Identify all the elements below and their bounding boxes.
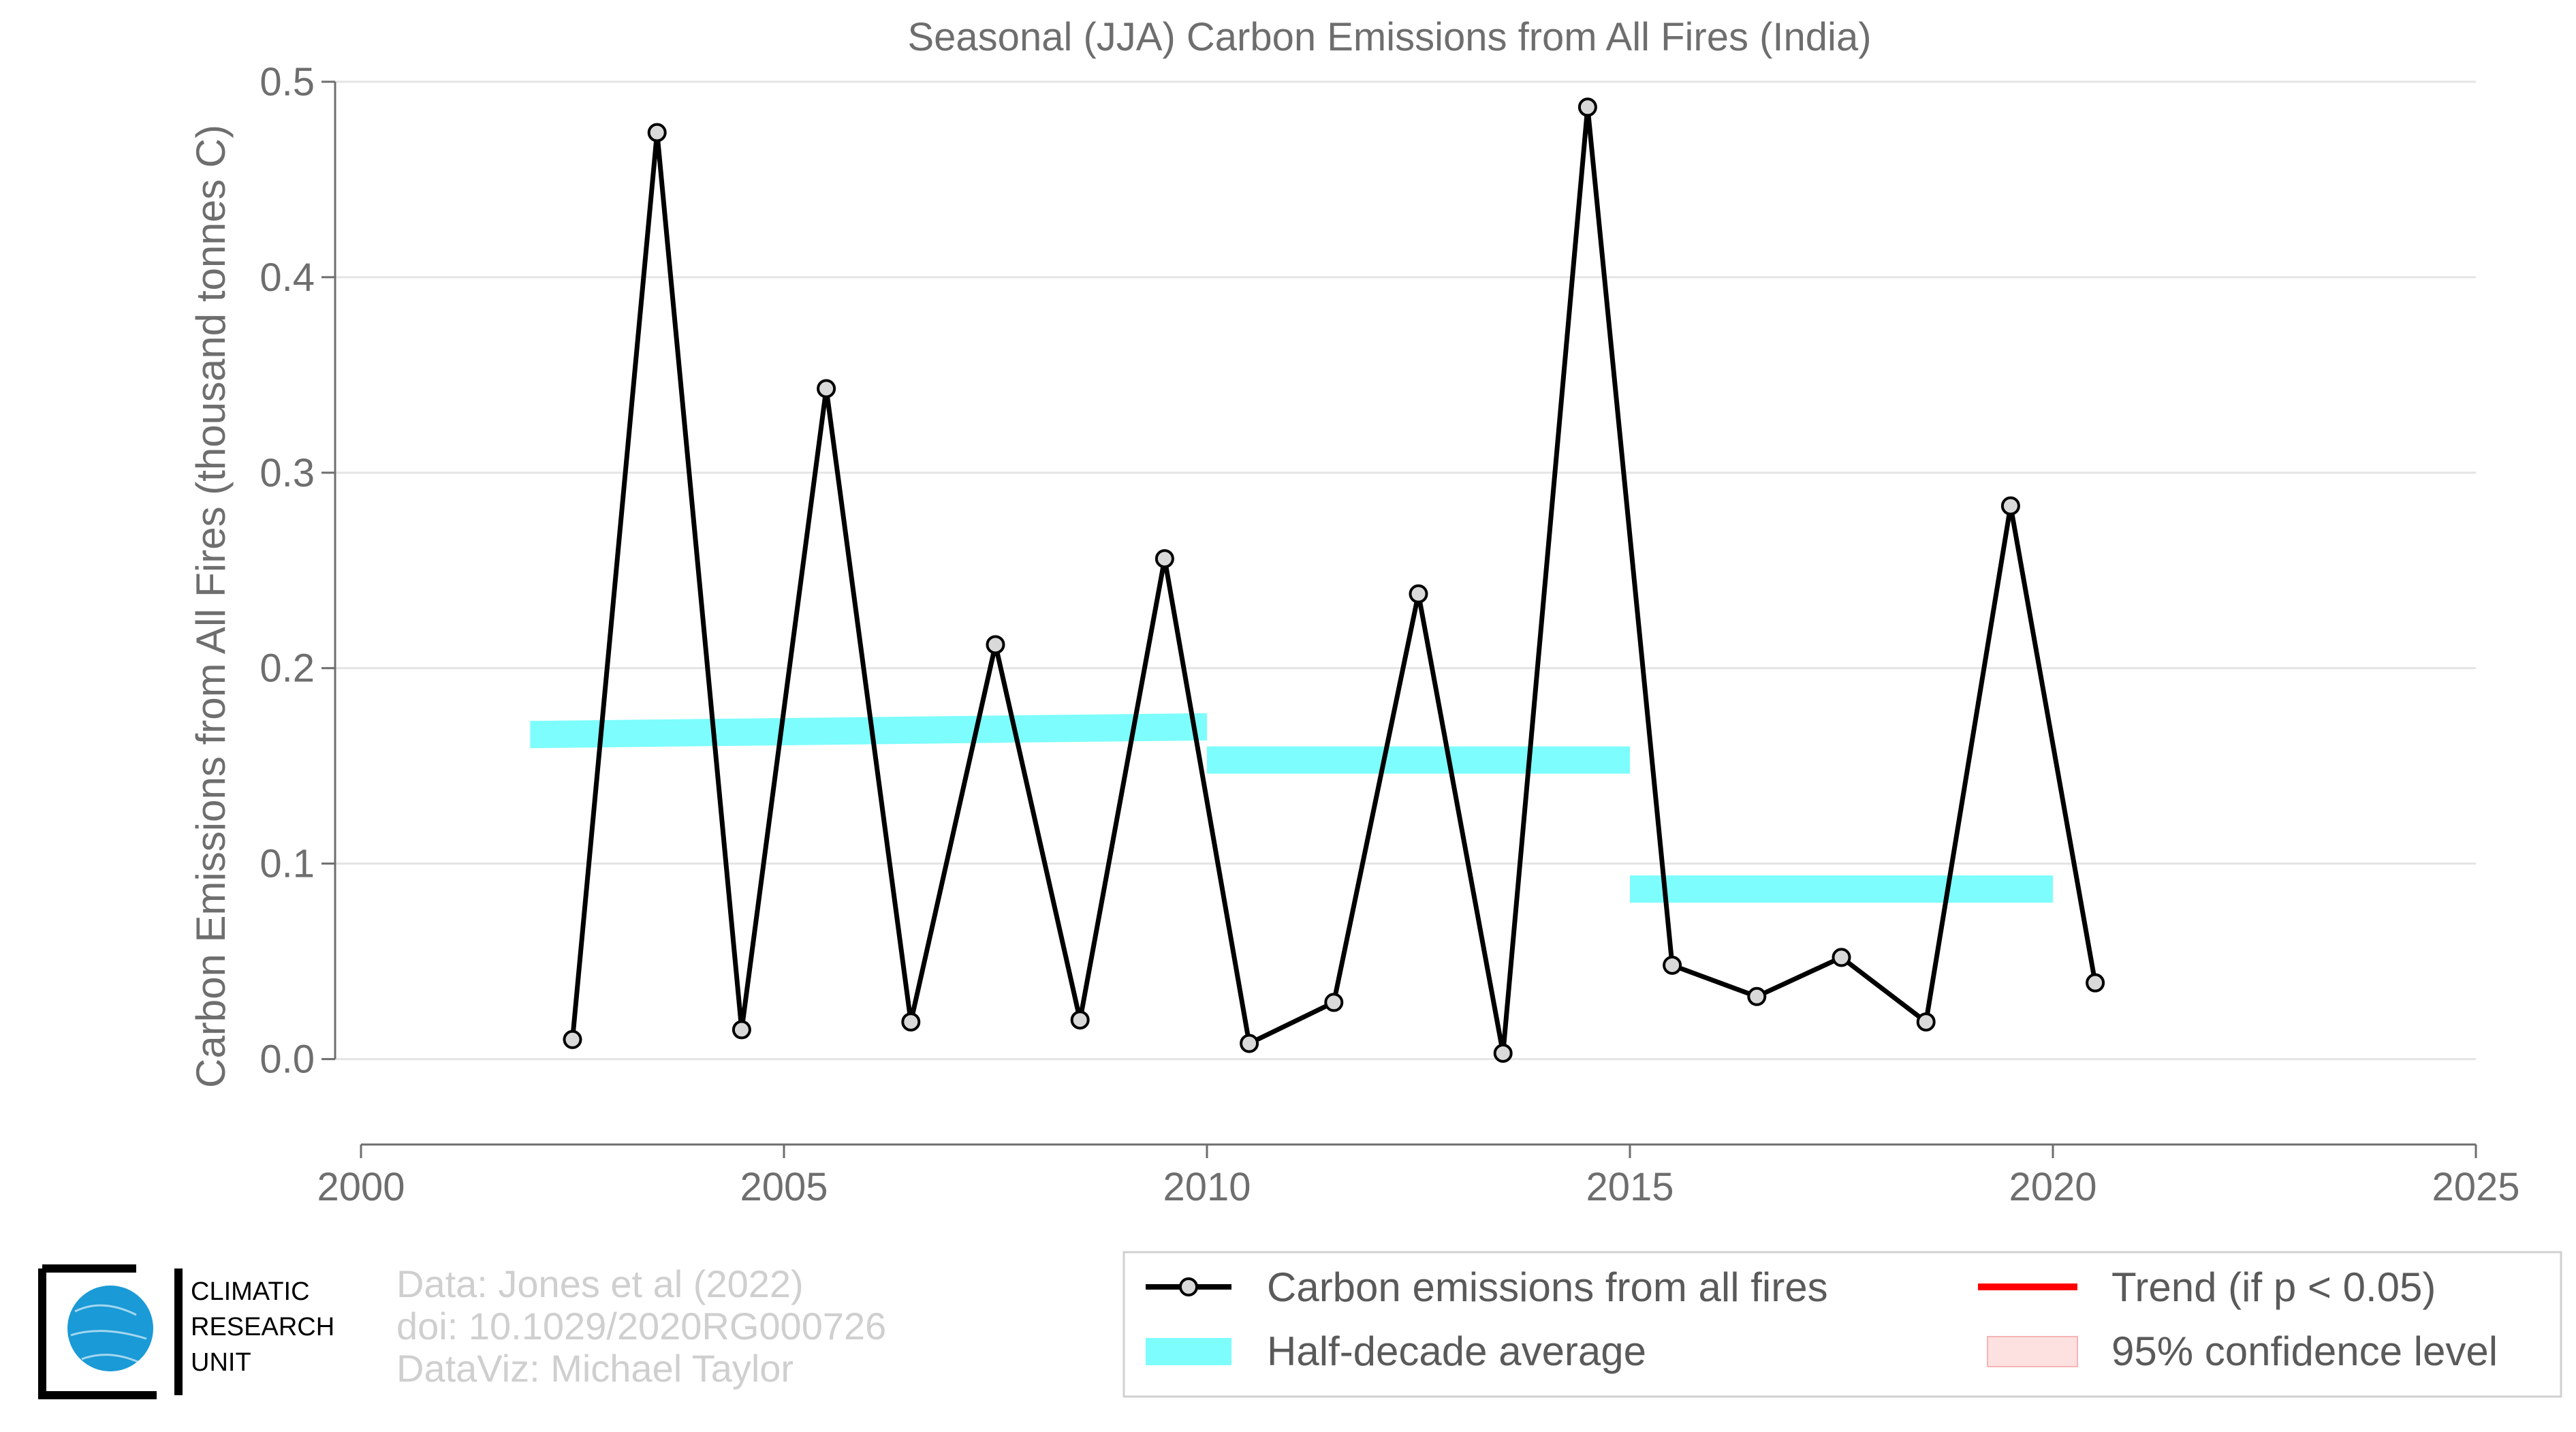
x-tick-label: 2010 [1163,1165,1251,1209]
emissions-point [1324,993,1344,1012]
legend: Carbon emissions from all fires Trend (i… [1122,1251,2562,1398]
y-tick-label: 0.5 [260,60,315,104]
legend-patch-confidence-icon [1987,1336,2078,1367]
emissions-point [1832,948,1851,967]
y-tick-label: 0.2 [260,647,315,691]
half-decade-average-bars [530,713,2053,903]
legend-label-average: Half-decade average [1267,1328,1646,1374]
logo-text-climatic: CLIMATIC [191,1277,310,1306]
x-tick-label: 2020 [2009,1165,2096,1209]
half-decade-average-bar [1207,746,1630,774]
emissions-point [1747,986,1767,1006]
emissions-point [1663,955,1682,975]
emissions-point [563,1029,582,1049]
half-decade-average-bar [1630,875,2053,903]
emissions-point [901,1012,921,1032]
emissions-point [1916,1012,1936,1032]
emissions-point [2086,973,2105,993]
legend-label-trend: Trend (if p < 0.05) [2111,1264,2436,1310]
y-tick-label: 0.3 [260,451,315,495]
emissions-point [1240,1033,1259,1053]
x-tick-label: 2005 [740,1165,828,1209]
emissions-point [2000,496,2020,516]
emissions-point [1409,584,1428,604]
credit-doi: doi: 10.1029/2020RG000726 [396,1305,886,1348]
cru-logo: CLIMATIC RESEARCH UNIT [38,1264,334,1399]
emissions-point [1493,1043,1513,1063]
x-tick-label: 2025 [2432,1165,2519,1209]
emissions-point [1155,549,1174,569]
emissions-point [647,123,667,142]
emissions-line [570,106,2098,1054]
credit-data-source: Data: Jones et al (2022) [396,1262,804,1305]
axes: 0.0 0.1 0.2 0.3 0.4 0.5 2000 2005 2010 2015 2020 20… [260,60,2519,1209]
legend-label-confidence: 95% confidence level [2111,1328,2498,1374]
emissions-point [817,379,836,399]
logo-text-research: RESEARCH [191,1313,334,1341]
emissions-series [563,97,2105,1063]
y-tick-label: 0.1 [260,842,315,886]
y-tick-label: 0.0 [260,1038,315,1082]
credit-dataviz: DataViz: Michael Taylor [396,1347,794,1390]
globe-contour-icon [70,1304,147,1364]
emissions-point [986,635,1005,655]
emissions-point [732,1020,751,1040]
emissions-point [1070,1010,1090,1030]
globe-icon [67,1286,153,1371]
logo-frame-icon [38,1264,183,1399]
legend-marker-emissions-icon [1179,1277,1198,1296]
legend-patch-average-icon [1146,1338,1231,1365]
emissions-point [1577,97,1597,117]
x-tick-label: 2015 [1586,1165,1674,1209]
x-tick-label: 2000 [317,1165,405,1209]
y-axis-label: Carbon Emissions from All Fires (thousan… [188,125,234,1088]
chart-title: Seasonal (JJA) Carbon Emissions from All… [907,15,1871,59]
y-tick-label: 0.4 [260,255,315,300]
half-decade-average-bar [530,713,1207,749]
logo-text-unit: UNIT [191,1348,251,1377]
legend-label-emissions: Carbon emissions from all fires [1267,1264,1828,1310]
legend-box [1122,1251,2562,1398]
